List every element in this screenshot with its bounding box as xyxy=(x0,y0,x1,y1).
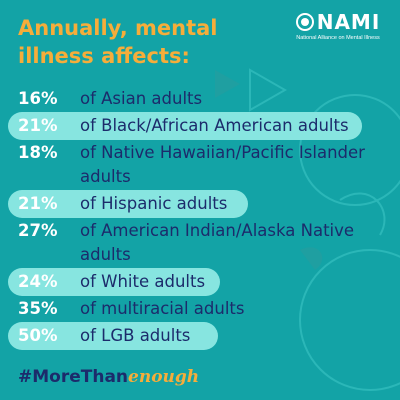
nami-wordmark: NAMI xyxy=(316,10,381,34)
stat-label: of American Indian/Alaska Native adults xyxy=(80,221,355,264)
campaign-hashtag: #MoreThanenough xyxy=(18,366,199,388)
stat-label: of White adults xyxy=(80,272,206,291)
nami-circle-icon xyxy=(295,13,314,31)
stat-multiracial: 35% of multiracial adults xyxy=(0,297,400,321)
stat-percent: 24% xyxy=(18,272,58,291)
stat-percent: 50% xyxy=(18,326,58,345)
stat-black: 21% of Black/African American adults xyxy=(0,112,400,140)
stat-asian: 16% of Asian adults xyxy=(0,87,400,111)
stat-percent: 21% xyxy=(18,116,58,135)
stat-percent: 18% xyxy=(18,143,58,162)
stat-label: of Hispanic adults xyxy=(80,194,228,213)
stat-percent: 16% xyxy=(18,89,58,108)
stat-nhpi: 18% of Native Hawaiian/Pacific Islander … xyxy=(0,141,400,189)
stat-white: 24% of White adults xyxy=(0,268,400,296)
hashtag-accent: enough xyxy=(128,367,200,387)
stat-percent: 21% xyxy=(18,194,58,213)
nami-tagline: National Alliance on Mental Illness xyxy=(296,35,380,41)
stat-label: of Asian adults xyxy=(80,89,203,108)
stat-label: of Native Hawaiian/Pacific Islander adul… xyxy=(80,143,365,186)
nami-logo: NAMI National Alliance on Mental Illness xyxy=(290,10,386,41)
stat-label: of Black/African American adults xyxy=(80,116,349,135)
headline: Annually, mental illness affects: xyxy=(18,16,218,68)
stat-aian: 27% of American Indian/Alaska Native adu… xyxy=(0,219,400,267)
stat-percent: 35% xyxy=(18,299,58,318)
stat-label: of multiracial adults xyxy=(80,299,245,318)
hashtag-main: #MoreThan xyxy=(18,367,129,387)
stat-percent: 27% xyxy=(18,221,58,240)
stat-lgb: 50% of LGB adults xyxy=(0,322,400,350)
stat-label: of LGB adults xyxy=(80,326,191,345)
stats-list: 16% of Asian adults 21% of Black/African… xyxy=(0,87,400,351)
stat-hispanic: 21% of Hispanic adults xyxy=(0,190,400,218)
